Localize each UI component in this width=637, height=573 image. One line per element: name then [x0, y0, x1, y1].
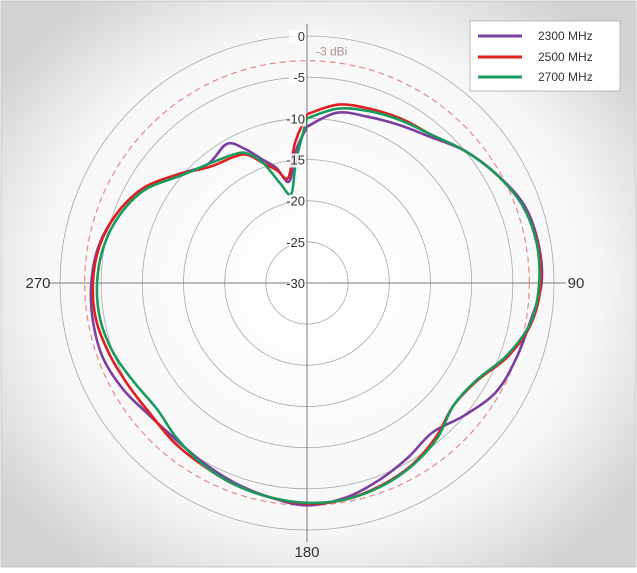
- series-group: [89, 103, 544, 507]
- angle-label-90: 90: [568, 275, 585, 292]
- polar-grid: [48, 24, 566, 542]
- radial-tick-label: -20: [286, 194, 305, 209]
- reference-circle-group: -3 dBi: [84, 45, 530, 506]
- reference-circle: [84, 60, 530, 506]
- legend-label-2300: 2300 MHz: [538, 29, 593, 43]
- tick-label-group: 0 -5 -10 -15 -20 -25 -30: [286, 29, 306, 291]
- radial-tick-label: -5: [293, 70, 305, 85]
- series-line-2700: [95, 107, 541, 505]
- tick-label-background: [289, 71, 306, 86]
- tick-label-background: [289, 112, 306, 127]
- tick-label-background: [289, 153, 306, 168]
- radial-tick-label: 0: [298, 29, 305, 44]
- legend-label-2700: 2700 MHz: [538, 70, 593, 84]
- tick-label-background: [289, 30, 306, 44]
- radial-tick-label: -10: [286, 111, 305, 126]
- tick-label-background: [289, 194, 306, 209]
- angle-label-180: 180: [294, 544, 319, 561]
- radial-tick-label: -25: [286, 235, 305, 250]
- tick-label-background: [289, 277, 306, 291]
- radial-tick-label: -30: [286, 276, 305, 291]
- reference-circle-label: -3 dBi: [316, 45, 347, 59]
- angle-label-270: 270: [25, 275, 50, 292]
- radial-tick-label: -15: [286, 153, 305, 168]
- angle-label-group: 180 270 90: [25, 275, 584, 561]
- legend: 2300 MHz 2500 MHz 2700 MHz: [469, 20, 621, 92]
- tick-label-background: [289, 235, 306, 250]
- legend-label-2500: 2500 MHz: [538, 50, 593, 64]
